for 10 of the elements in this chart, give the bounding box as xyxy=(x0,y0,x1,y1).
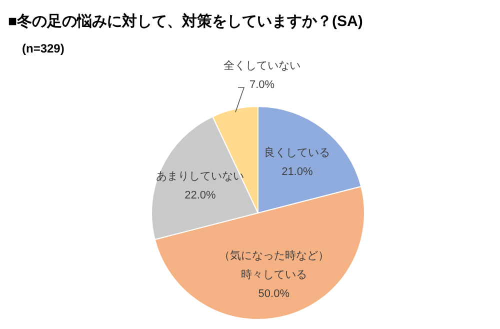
data-label: 7.0% xyxy=(249,79,275,92)
data-label: 50.0% xyxy=(258,288,290,300)
chart-title: ■冬の足の悩みに対して、対策をしていますか？(SA) xyxy=(8,12,363,30)
slice-label: 全くしていない xyxy=(224,60,300,72)
text: (n=329) xyxy=(22,41,64,56)
slice-label: 良くしている xyxy=(264,146,330,160)
data-label: 22.0% xyxy=(184,189,216,202)
slice-label: （気になった時など）時々している xyxy=(218,248,329,281)
data-label: 21.0% xyxy=(282,166,313,178)
slice-label: あまりしていない xyxy=(156,170,244,182)
